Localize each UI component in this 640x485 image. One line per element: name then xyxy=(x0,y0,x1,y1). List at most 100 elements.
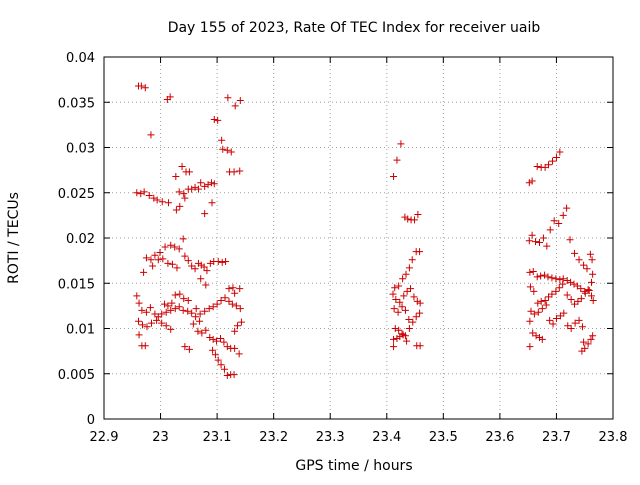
data-point xyxy=(147,256,155,264)
data-point xyxy=(194,327,202,335)
y-tick-label: 0.015 xyxy=(58,277,95,292)
data-point xyxy=(180,295,188,303)
data-point xyxy=(175,188,183,196)
data-point xyxy=(150,194,158,202)
data-point xyxy=(588,278,596,286)
chart-title: Day 155 of 2023, Rate Of TEC Index for r… xyxy=(168,20,541,36)
y-axis-ticks: 0 0.005 0.01 0.015 0.02 0.025 0.03 0.035 0.04 xyxy=(58,51,613,428)
x-axis-title: GPS time / hours xyxy=(295,458,412,474)
data-point xyxy=(167,306,175,314)
data-point xyxy=(538,305,546,313)
x-tick-label: 22.9 xyxy=(90,430,119,445)
data-point xyxy=(532,238,540,246)
data-point xyxy=(145,191,153,199)
data-point xyxy=(407,285,415,293)
data-point xyxy=(138,321,146,329)
x-tick-label: 23.8 xyxy=(599,430,628,445)
data-point xyxy=(171,291,179,299)
data-point xyxy=(396,333,404,341)
data-point xyxy=(530,287,538,295)
data-point xyxy=(223,372,231,380)
data-point xyxy=(204,181,212,189)
data-point xyxy=(179,235,187,243)
data-point xyxy=(236,96,244,104)
data-point xyxy=(580,338,588,346)
data-point xyxy=(571,319,579,327)
data-point xyxy=(222,258,230,266)
data-point xyxy=(414,210,422,218)
data-point xyxy=(236,167,244,175)
data-point xyxy=(181,194,189,202)
data-point xyxy=(153,316,161,324)
data-point xyxy=(206,259,214,267)
data-point xyxy=(200,263,208,271)
data-point xyxy=(563,204,571,212)
data-point xyxy=(141,342,149,350)
data-point xyxy=(416,342,424,350)
data-point xyxy=(581,289,589,297)
data-point xyxy=(213,300,221,308)
data-point xyxy=(181,252,189,260)
data-point xyxy=(175,303,183,311)
data-point xyxy=(399,275,407,283)
data-point xyxy=(168,260,176,268)
data-point xyxy=(395,326,403,334)
data-point xyxy=(224,94,232,102)
data-point xyxy=(546,316,554,324)
x-axis-ticks: 22.9 23 23.1 23.2 23.3 23.4 23.5 23.6 23.7 23.8 xyxy=(90,57,628,445)
data-point xyxy=(580,261,588,269)
data-point xyxy=(535,239,543,247)
data-point xyxy=(395,282,403,290)
data-point xyxy=(584,340,592,348)
data-point xyxy=(389,290,397,298)
data-point xyxy=(567,278,575,286)
data-point xyxy=(559,280,567,288)
data-point xyxy=(555,220,563,228)
data-point xyxy=(544,273,552,281)
data-point xyxy=(221,294,229,302)
data-point xyxy=(214,116,222,124)
data-point xyxy=(390,335,398,343)
data-point xyxy=(223,343,231,351)
data-point xyxy=(570,280,578,288)
data-point xyxy=(391,284,399,292)
data-point xyxy=(397,140,405,148)
data-point xyxy=(164,302,172,310)
data-point xyxy=(185,168,193,176)
data-point xyxy=(583,265,591,273)
data-point xyxy=(589,332,597,340)
data-point xyxy=(548,274,556,282)
x-tick-label: 23.6 xyxy=(485,430,514,445)
data-point xyxy=(542,301,550,309)
data-point xyxy=(410,216,418,224)
data-point xyxy=(198,329,206,337)
data-point xyxy=(232,302,240,310)
y-tick-label: 0.005 xyxy=(58,368,95,383)
data-point xyxy=(175,245,183,253)
data-point xyxy=(552,275,560,283)
data-point xyxy=(587,335,595,343)
data-point xyxy=(201,210,209,218)
data-point xyxy=(563,277,571,285)
data-point xyxy=(209,335,217,343)
data-point xyxy=(220,338,228,346)
data-point xyxy=(209,303,217,311)
data-point xyxy=(172,172,180,180)
data-point xyxy=(140,268,148,276)
data-point xyxy=(210,180,218,188)
data-point xyxy=(158,310,166,318)
data-point xyxy=(178,163,186,171)
data-point xyxy=(201,307,209,315)
data-point xyxy=(138,306,146,314)
data-point xyxy=(410,293,418,301)
data-point xyxy=(164,199,172,207)
data-point xyxy=(217,296,225,304)
x-tick-label: 23.3 xyxy=(316,430,345,445)
data-point xyxy=(159,255,167,263)
data-point xyxy=(393,156,401,164)
data-point xyxy=(168,299,176,307)
data-point xyxy=(205,305,213,313)
data-point xyxy=(135,299,143,307)
data-point xyxy=(230,371,238,379)
